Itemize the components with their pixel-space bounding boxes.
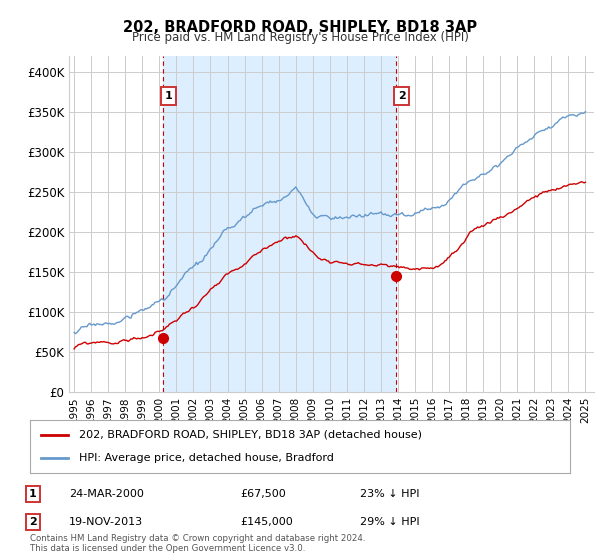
Text: 1: 1 bbox=[164, 91, 172, 101]
Text: Price paid vs. HM Land Registry's House Price Index (HPI): Price paid vs. HM Land Registry's House … bbox=[131, 31, 469, 44]
Text: 202, BRADFORD ROAD, SHIPLEY, BD18 3AP (detached house): 202, BRADFORD ROAD, SHIPLEY, BD18 3AP (d… bbox=[79, 430, 422, 440]
Text: £145,000: £145,000 bbox=[240, 517, 293, 527]
Text: 24-MAR-2000: 24-MAR-2000 bbox=[69, 489, 144, 499]
Text: Contains HM Land Registry data © Crown copyright and database right 2024.
This d: Contains HM Land Registry data © Crown c… bbox=[30, 534, 365, 553]
Text: 202, BRADFORD ROAD, SHIPLEY, BD18 3AP: 202, BRADFORD ROAD, SHIPLEY, BD18 3AP bbox=[123, 20, 477, 35]
Text: 23% ↓ HPI: 23% ↓ HPI bbox=[360, 489, 419, 499]
Text: 2: 2 bbox=[29, 517, 37, 527]
Text: £67,500: £67,500 bbox=[240, 489, 286, 499]
Bar bbox=[163, 56, 396, 392]
Text: 29% ↓ HPI: 29% ↓ HPI bbox=[360, 517, 419, 527]
Text: 19-NOV-2013: 19-NOV-2013 bbox=[69, 517, 143, 527]
Text: HPI: Average price, detached house, Bradford: HPI: Average price, detached house, Brad… bbox=[79, 453, 334, 463]
Text: 2: 2 bbox=[398, 91, 406, 101]
Text: 1: 1 bbox=[29, 489, 37, 499]
